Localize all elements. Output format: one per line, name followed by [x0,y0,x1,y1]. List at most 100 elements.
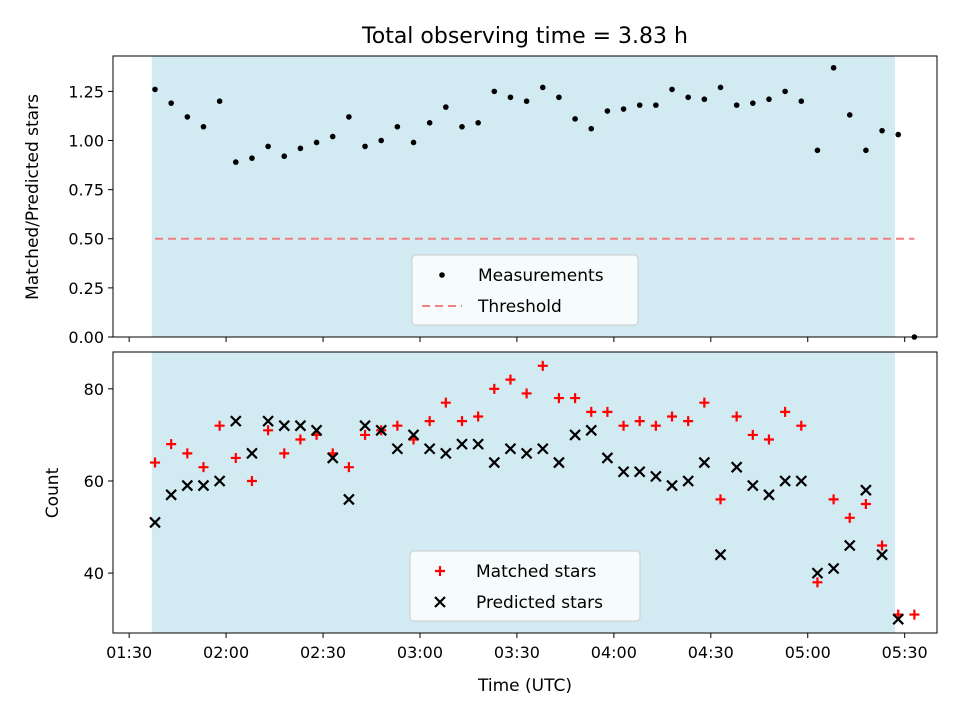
y-tick-label: 80 [84,380,104,399]
predicted-star-point [407,429,420,441]
measurement-point [863,147,869,154]
matched-star-point [214,420,225,431]
matched-star-point [602,406,613,417]
matched-star-point [246,475,257,486]
measurement-point [653,102,659,108]
measurement-point [572,116,578,122]
measurement-point [329,133,336,140]
predicted-star-point [876,548,888,561]
measurement-point [232,159,239,165]
predicted-star-point [246,447,258,460]
predicted-star-point [488,456,501,469]
predicted-star-point [763,489,775,501]
predicted-star-point [860,484,872,496]
matched-star-point [796,420,807,431]
y-tick-label: 1.00 [68,131,104,150]
measurement-point [265,143,271,150]
measurement-point [200,123,207,130]
predicted-star-point [747,479,759,492]
measurement-point [491,88,498,95]
x-tick-label: 02:00 [203,643,249,662]
predicted-star-point [536,442,549,455]
predicted-star-point [278,419,291,432]
measurement-point [895,131,902,138]
legend: Matched stars Predicted stars [409,550,641,622]
predicted-star-point [375,424,387,437]
y-tick-label: 60 [84,472,104,491]
measurement-point [216,98,223,104]
matched-star-point [570,393,581,404]
predicted-star-point [456,438,468,450]
measurement-point [846,112,853,118]
measurement-point [410,139,417,146]
measurement-point [346,114,352,120]
predicted-star-point [149,516,161,529]
measurement-point [556,94,562,101]
matched-star-point [424,416,435,427]
measurement-point [426,120,433,126]
y-tick-label: 40 [84,564,104,583]
chart-title: Total observing time = 3.83 h [361,24,688,49]
measurement-point [750,100,756,106]
matched-star-point [473,411,484,422]
measurement-point [184,114,191,120]
legend-box [411,254,639,326]
predicted-star-point [827,562,840,575]
measurement-point [701,96,708,103]
measurement-point [636,102,643,108]
predicted-star-point [682,475,694,487]
matched-star-point [166,439,177,450]
matched-star-point [392,420,403,431]
x-tick-label: 04:30 [688,643,734,662]
matched-star-point [667,411,678,422]
predicted-star-point [650,470,662,483]
measurement-point [766,96,772,103]
predicted-star-point [553,456,565,469]
matched-star-point [715,494,726,505]
measurement-point [798,98,805,104]
legend-label: Threshold [477,297,562,317]
predicted-star-point [843,539,856,552]
predicted-star-point [601,452,614,464]
measurement-point [717,84,724,91]
measurement-point [604,108,611,114]
matched-star-point [877,540,888,551]
predicted-star-point [779,475,791,487]
measurement-point [362,143,368,150]
plot-frame [112,351,938,634]
predicted-star-point [343,493,355,506]
y-tick-label: 0.00 [68,328,104,347]
legend-predicted-swatch [434,596,446,608]
predicted-star-point [569,429,581,441]
measurement-point [523,98,530,104]
predicted-star-point [730,461,743,473]
matched-star-point [440,397,451,408]
legend-label: Matched stars [476,562,596,582]
plot-frame [112,55,938,338]
y-tick-label: 0.75 [68,181,104,200]
x-tick-label: 03:30 [494,643,540,662]
top-y-axis-label: Matched/Predicted stars [23,94,43,300]
bottom-plot: 01:30 02:00 02:30 03:00 03:30 04:00 04:30 05:00… [84,351,938,662]
x-tick-label: 05:00 [785,643,831,662]
measurement-point [459,123,465,130]
matched-star-point [634,416,645,427]
predicted-star-point [181,479,194,492]
predicted-star-point [230,415,242,427]
measurement-point [507,94,514,101]
matched-star-point [360,429,371,440]
bottom-y-axis-label: Count [43,467,63,518]
top-plot: 0.00 0.25 0.50 0.75 1.00 1.25 Measurements Thre… [68,55,938,347]
matched-star-point [747,429,758,440]
predicted-star-point [795,475,808,487]
matched-star-point [650,420,661,431]
predicted-star-point [440,447,452,460]
matched-star-point [586,406,597,417]
matched-star-point [505,374,516,385]
measurement-point [394,123,401,130]
measurement-point [588,125,595,132]
matched-star-point [618,420,629,431]
matched-star-point [537,360,548,371]
matched-star-point [683,416,694,427]
matched-star-point [489,383,500,394]
